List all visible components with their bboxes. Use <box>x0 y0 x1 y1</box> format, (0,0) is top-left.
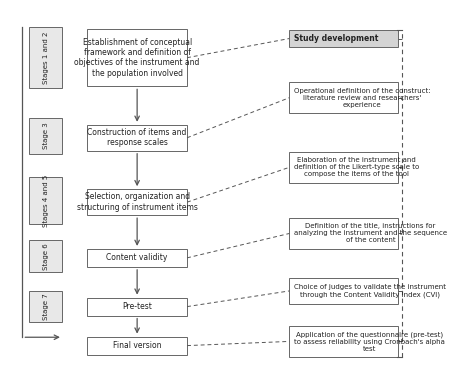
Bar <box>289 30 399 47</box>
Bar <box>289 152 399 183</box>
Text: Construction of items and
response scales: Construction of items and response scale… <box>87 128 187 147</box>
Bar <box>29 118 63 154</box>
Text: Selection, organization and
structuring of instrument items: Selection, organization and structuring … <box>77 192 198 212</box>
Bar <box>87 189 187 215</box>
Bar <box>29 291 63 322</box>
Text: Stage 6: Stage 6 <box>43 243 49 270</box>
Text: Final version: Final version <box>113 341 161 350</box>
Text: Study development: Study development <box>294 34 378 43</box>
Bar <box>87 29 187 87</box>
Bar <box>289 82 399 113</box>
Text: Operational definition of the construct:
literature review and researchers'
expe: Operational definition of the construct:… <box>294 88 430 108</box>
Text: Stage 3: Stage 3 <box>43 123 49 150</box>
Text: Definition of the title, instructions for
analyzing the instrument and the seque: Definition of the title, instructions fo… <box>294 223 447 244</box>
Bar <box>87 249 187 267</box>
Text: Establishment of conceptual
framework and definition of
objectives of the instru: Establishment of conceptual framework an… <box>74 38 200 78</box>
Text: Application of the questionnaire (pre-test)
to assess reliability using Cronbach: Application of the questionnaire (pre-te… <box>294 331 445 352</box>
Bar <box>87 298 187 316</box>
Bar <box>289 218 399 249</box>
Bar <box>289 278 399 304</box>
Text: Choice of judges to validate the instrument
through the Content Validity Index (: Choice of judges to validate the instrum… <box>294 284 446 298</box>
Bar <box>87 336 187 355</box>
Bar <box>29 241 63 272</box>
Text: Stages 4 and 5: Stages 4 and 5 <box>43 174 49 226</box>
Text: Stage 7: Stage 7 <box>43 293 49 320</box>
Bar <box>29 27 63 88</box>
Text: Pre-test: Pre-test <box>122 302 152 311</box>
Bar <box>289 326 399 357</box>
Bar <box>87 125 187 151</box>
Text: Stages 1 and 2: Stages 1 and 2 <box>43 31 49 84</box>
Text: Elaboration of the instrument and
definition of the Likert-type scale to
compose: Elaboration of the instrument and defini… <box>294 157 419 177</box>
Bar <box>29 177 63 224</box>
Text: Content validity: Content validity <box>107 253 168 262</box>
